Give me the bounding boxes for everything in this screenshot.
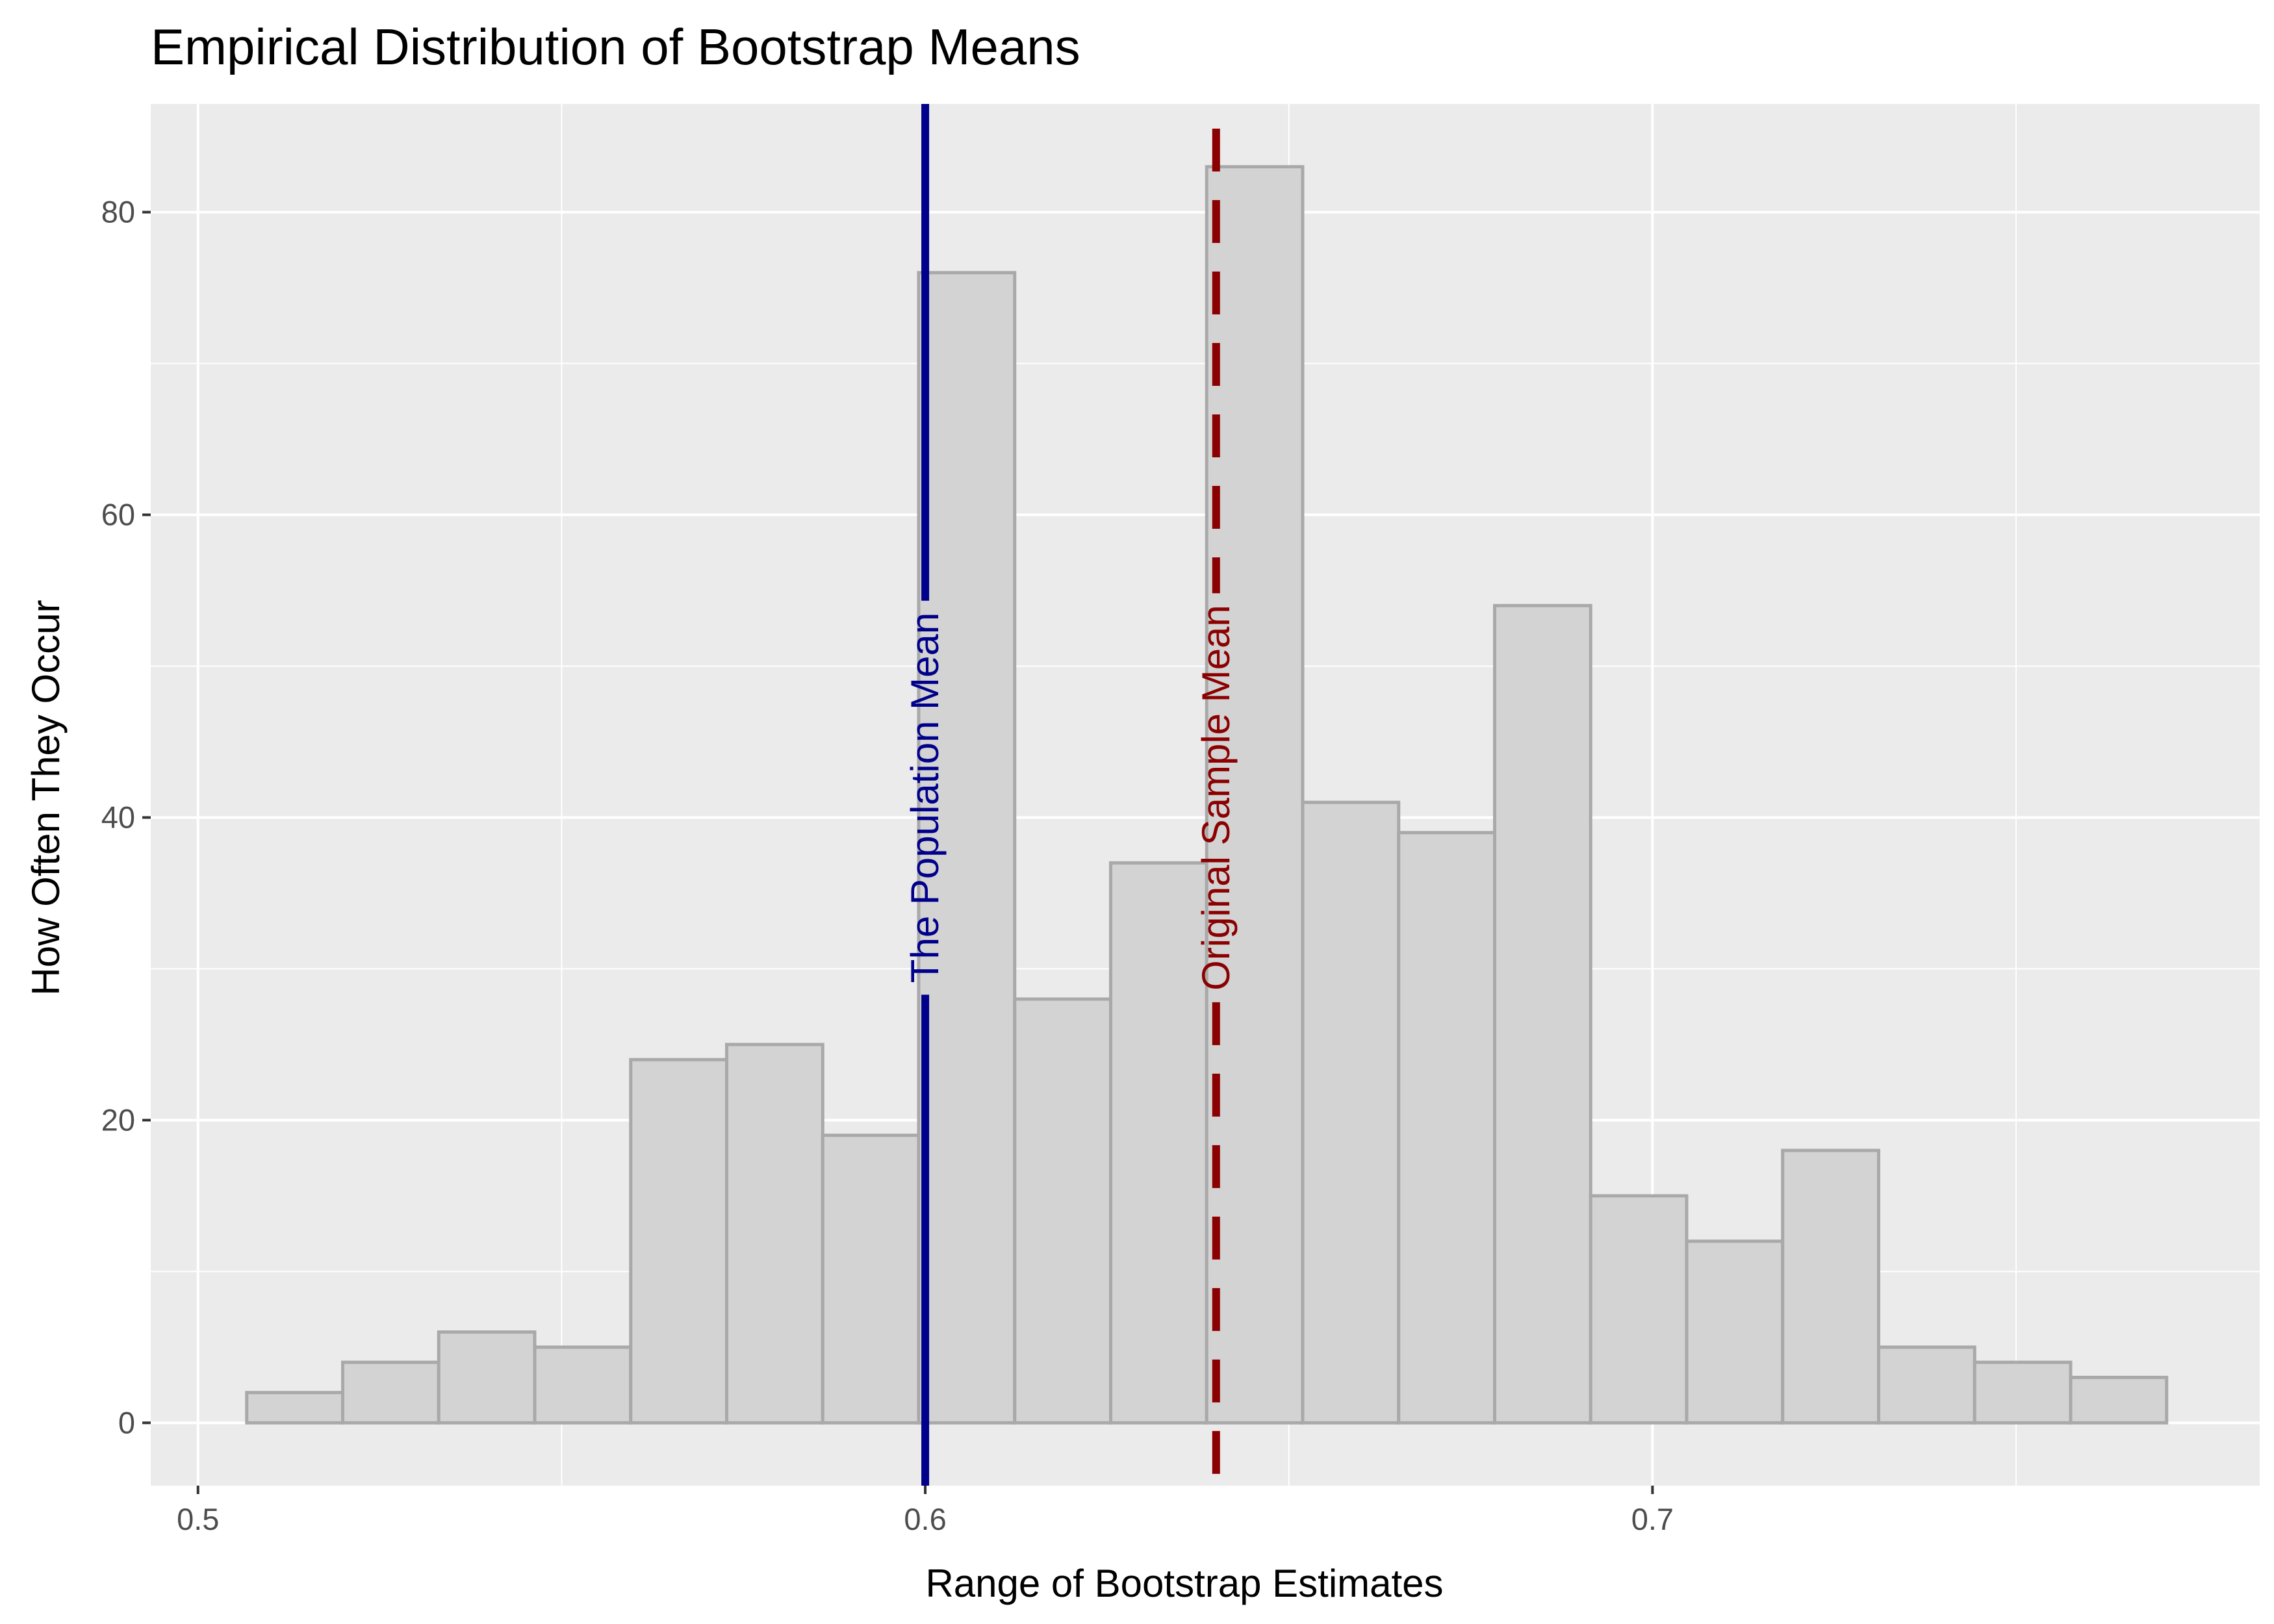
histogram-bar: [1013, 997, 1112, 1425]
y-tick-label: 0: [118, 1405, 135, 1440]
histogram-bar: [1973, 1360, 2073, 1425]
x-axis-title: Range of Bootstrap Estimates: [925, 1562, 1443, 1605]
histogram-bar: [1205, 165, 1305, 1425]
histogram-bar: [1301, 800, 1401, 1425]
histogram-bar: [1492, 603, 1592, 1425]
histogram-bar: [724, 1043, 824, 1425]
histogram-bar: [1685, 1239, 1785, 1425]
histogram-bar: [245, 1391, 344, 1425]
y-axis-title: How Often They Occur: [24, 600, 68, 995]
histogram-bar: [1876, 1345, 1976, 1425]
histogram-bars: [245, 165, 2169, 1425]
y-tick-label: 80: [101, 195, 135, 229]
tick-labels: 0.5 0.6 0.7 0 20 40 60 80: [101, 195, 1674, 1536]
histogram-bar: [533, 1345, 633, 1425]
histogram-bar: [1108, 861, 1208, 1425]
chart-title: Empirical Distribution of Bootstrap Mean…: [151, 18, 1080, 75]
axis-ticks: [142, 210, 1654, 1494]
reference-lines: The Population Mean Original Sample Mean: [903, 104, 1238, 1486]
x-tick-label: 0.5: [177, 1502, 219, 1536]
histogram-bar: [1589, 1194, 1689, 1425]
y-tick-label: 20: [101, 1102, 135, 1137]
reference-line-label: The Population Mean: [903, 613, 947, 983]
histogram-bar: [340, 1360, 441, 1425]
histogram-bar: [1397, 831, 1496, 1425]
x-tick-label: 0.6: [904, 1502, 946, 1536]
histogram-bar: [917, 271, 1017, 1425]
histogram-bar: [821, 1134, 921, 1425]
histogram-bar: [629, 1058, 728, 1425]
y-tick-label: 40: [101, 800, 135, 834]
x-tick-label: 0.7: [1631, 1502, 1674, 1536]
histogram-bar: [437, 1330, 537, 1425]
y-tick-label: 60: [101, 498, 135, 532]
reference-line-label: Original Sample Mean: [1194, 605, 1238, 991]
histogram-bar: [1781, 1148, 1880, 1425]
histogram-bar: [2069, 1375, 2169, 1425]
